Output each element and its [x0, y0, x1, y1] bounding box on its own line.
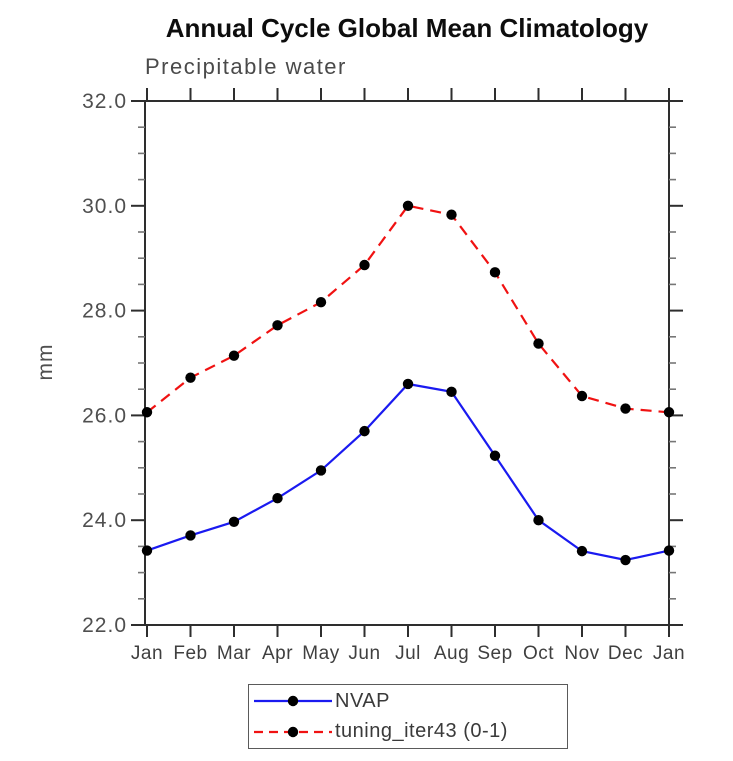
data-point-marker: [446, 209, 457, 220]
legend-marker-icon: [287, 726, 299, 737]
data-point-marker: [663, 407, 675, 418]
x-axis-tick-label: Nov: [564, 643, 599, 664]
legend-sample-nvap: [254, 696, 332, 707]
y-axis-tick-label: 26.0: [82, 404, 127, 427]
data-point-marker: [446, 386, 457, 398]
legend-item-nvap: NVAP: [249, 687, 567, 715]
x-axis-tick-label: Oct: [523, 643, 554, 664]
data-point-marker: [402, 378, 414, 390]
x-axis-tick-label: Jul: [395, 643, 421, 664]
data-point-marker: [576, 545, 588, 557]
data-point-marker: [228, 516, 240, 527]
x-axis-tick-label: Dec: [608, 643, 643, 664]
x-axis-tick-label: Mar: [217, 643, 251, 664]
x-axis-tick-label: Jan: [653, 643, 685, 664]
plot-canvas: 22.0 24.0 26.0 28.0 30.0 32.0 Jan Feb Mar Apr May J…: [34, 88, 685, 664]
y-axis-tick-label: 22.0: [82, 614, 127, 637]
y-axis-tick-label: 32.0: [82, 90, 127, 113]
x-axis-tick-label: Aug: [434, 643, 469, 664]
legend-marker-icon: [287, 696, 299, 707]
data-point-marker: [533, 515, 544, 526]
legend-sample-tuning: [254, 726, 332, 737]
y-axis-title: mm: [34, 344, 57, 381]
data-point-marker: [359, 259, 370, 271]
data-point-marker: [272, 320, 283, 331]
chart-title: Annual Cycle Global Mean Climatology: [165, 13, 649, 43]
data-point-marker: [576, 390, 588, 402]
data-point-marker: [228, 350, 240, 361]
data-point-marker: [489, 267, 501, 278]
x-axis-tick-label: Jun: [348, 643, 380, 664]
legend-label-nvap: NVAP: [335, 689, 390, 712]
data-point-marker: [272, 492, 283, 504]
legend-label-tuning: tuning_iter43 (0-1): [335, 720, 508, 743]
legend-item-tuning: tuning_iter43 (0-1): [249, 718, 567, 746]
x-axis-tick-label: Sep: [477, 643, 512, 664]
x-axis-tick-label: Feb: [173, 643, 207, 664]
y-axis-tick-label: 30.0: [82, 195, 127, 218]
series-line-nvap: [146, 382, 670, 562]
data-point-marker: [489, 450, 501, 461]
data-point-marker: [141, 407, 153, 418]
data-point-marker: [359, 425, 370, 437]
y-axis-tick-label: 24.0: [82, 509, 127, 532]
chart-subtitle: Precipitable water: [145, 54, 347, 79]
data-point-marker: [620, 554, 631, 566]
data-point-marker: [185, 530, 196, 541]
plot-frame: [144, 100, 670, 626]
data-point-marker: [620, 403, 631, 414]
x-axis-tick-label: Apr: [262, 643, 293, 664]
data-point-marker: [315, 465, 327, 476]
data-point-marker: [141, 545, 153, 556]
data-point-marker: [402, 200, 414, 211]
x-axis-tick-label: May: [302, 643, 339, 664]
legend: NVAP tuning_iter43 (0-1): [248, 684, 568, 749]
x-axis-tick-label: Jan: [131, 643, 163, 664]
data-point-marker: [533, 338, 544, 349]
y-axis-tick-label: 28.0: [82, 300, 127, 323]
data-point-marker: [663, 545, 675, 556]
data-point-marker: [315, 297, 327, 308]
data-point-marker: [185, 372, 196, 383]
